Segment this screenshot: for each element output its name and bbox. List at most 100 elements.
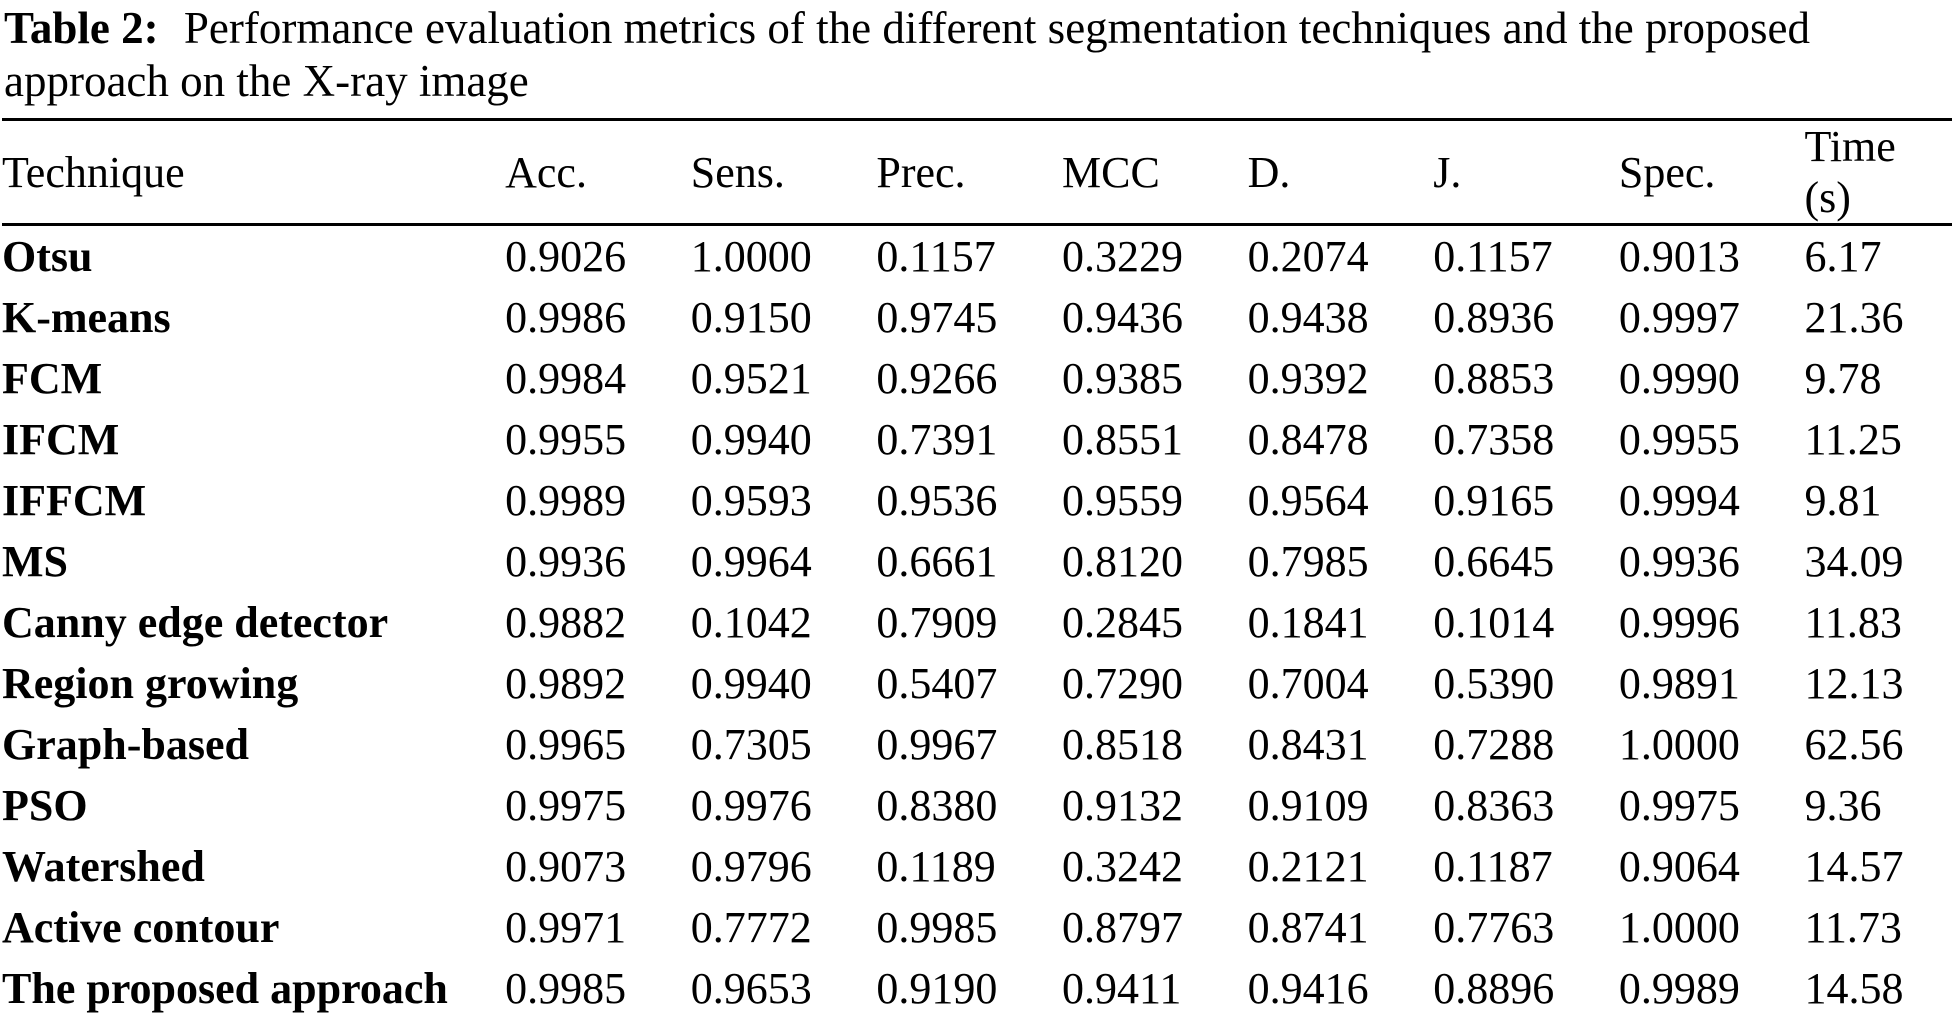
value-cell: 0.2845 — [1062, 598, 1183, 647]
value-cell: 0.9985 — [876, 903, 998, 952]
technique-cell: The proposed approach — [2, 964, 448, 1013]
value-cell: 0.9965 — [505, 720, 627, 769]
table-row: K-means 0.9986 0.9150 0.9745 0.9436 0.9438 0.8… — [2, 287, 1952, 348]
value-cell: 0.9955 — [1618, 415, 1740, 464]
value-cell: 0.9559 — [1062, 476, 1183, 525]
value-cell: 0.1189 — [876, 842, 996, 891]
technique-cell: Region growing — [2, 659, 299, 708]
technique-cell: IFCM — [2, 415, 120, 464]
value-cell: 0.9882 — [505, 598, 627, 647]
table-row: MS 0.9936 0.9964 0.6661 0.8120 0.7985 0.6645 0.… — [2, 531, 1952, 592]
value-cell: 14.58 — [1804, 964, 1904, 1013]
value-cell: 0.9984 — [505, 354, 627, 403]
value-cell: 0.7985 — [1247, 537, 1369, 586]
value-cell: 0.9436 — [1062, 293, 1183, 342]
table-caption-text: Performance evaluation metrics of the di… — [4, 3, 1810, 106]
value-cell: 0.9165 — [1433, 476, 1555, 525]
value-cell: 0.9985 — [505, 964, 627, 1013]
value-cell: 0.7358 — [1433, 415, 1555, 464]
value-cell: 6.17 — [1804, 232, 1882, 281]
value-cell: 0.9416 — [1247, 964, 1369, 1013]
value-cell: 0.7391 — [876, 415, 998, 464]
value-cell: 0.2121 — [1247, 842, 1369, 891]
value-cell: 0.9989 — [505, 476, 627, 525]
column-header-7: Spec. — [1618, 119, 1805, 226]
value-cell: 0.3229 — [1062, 232, 1183, 281]
value-cell: 0.9385 — [1062, 354, 1183, 403]
value-cell: 0.8363 — [1433, 781, 1555, 830]
value-cell: 0.8741 — [1247, 903, 1369, 952]
value-cell: 9.81 — [1804, 476, 1882, 525]
value-cell: 0.9989 — [1618, 964, 1740, 1013]
technique-cell: Watershed — [2, 842, 205, 891]
table-row: IFFCM 0.9989 0.9593 0.9536 0.9559 0.9564 0.916… — [2, 470, 1952, 531]
value-cell: 0.9150 — [690, 293, 812, 342]
value-cell: 14.57 — [1804, 842, 1904, 891]
value-cell: 0.7290 — [1062, 659, 1183, 708]
metrics-table: Technique Acc. Sens. Prec. MCC D. J. Spec. Time … — [2, 118, 1952, 1017]
value-cell: 9.36 — [1804, 781, 1882, 830]
value-cell: 0.9013 — [1618, 232, 1740, 281]
value-cell: 0.7305 — [690, 720, 812, 769]
value-cell: 0.9892 — [505, 659, 627, 708]
value-cell: 0.9026 — [505, 232, 627, 281]
value-cell: 0.9653 — [690, 964, 812, 1013]
value-cell: 11.73 — [1804, 903, 1902, 952]
value-cell: 21.36 — [1804, 293, 1904, 342]
column-header-3: Prec. — [876, 119, 1062, 226]
value-cell: 0.9986 — [505, 293, 627, 342]
value-cell: 0.9109 — [1247, 781, 1369, 830]
value-cell: 0.5390 — [1433, 659, 1555, 708]
technique-cell: Active contour — [2, 903, 280, 952]
value-cell: 0.9936 — [1618, 537, 1740, 586]
value-cell: 0.9266 — [876, 354, 998, 403]
value-cell: 0.9936 — [505, 537, 627, 586]
column-header-8: Time (s) — [1804, 119, 1952, 226]
value-cell: 0.9796 — [690, 842, 812, 891]
value-cell: 0.8896 — [1433, 964, 1555, 1013]
value-cell: 0.9564 — [1247, 476, 1369, 525]
table-row: Graph-based 0.9965 0.7305 0.9967 0.8518 0.843… — [2, 714, 1952, 775]
value-cell: 0.8853 — [1433, 354, 1555, 403]
table-row: Watershed 0.9073 0.9796 0.1189 0.3242 0.2121 0… — [2, 836, 1952, 897]
value-cell: 0.8551 — [1062, 415, 1183, 464]
value-cell: 0.9745 — [876, 293, 998, 342]
value-cell: 34.09 — [1804, 537, 1904, 586]
value-cell: 0.9997 — [1618, 293, 1740, 342]
technique-cell: K-means — [2, 293, 171, 342]
value-cell: 0.9967 — [876, 720, 998, 769]
value-cell: 0.8936 — [1433, 293, 1555, 342]
technique-cell: Canny edge detector — [2, 598, 389, 647]
value-cell: 0.9891 — [1618, 659, 1740, 708]
value-cell: 0.9411 — [1062, 964, 1182, 1013]
value-cell: 0.9521 — [690, 354, 812, 403]
value-cell: 0.9438 — [1247, 293, 1369, 342]
value-cell: 12.13 — [1804, 659, 1904, 708]
value-cell: 0.8518 — [1062, 720, 1183, 769]
value-cell: 0.8478 — [1247, 415, 1369, 464]
value-cell: 0.9940 — [690, 659, 812, 708]
header-row: Technique Acc. Sens. Prec. MCC D. J. Spec. Time … — [2, 119, 1952, 226]
technique-cell: Otsu — [2, 232, 93, 281]
column-header-4: MCC — [1062, 119, 1248, 226]
value-cell: 0.9073 — [505, 842, 627, 891]
value-cell: 0.9132 — [1062, 781, 1183, 830]
table-row: IFCM 0.9955 0.9940 0.7391 0.8551 0.8478 0.7358… — [2, 409, 1952, 470]
column-header-2: Sens. — [690, 119, 877, 226]
value-cell: 11.83 — [1804, 598, 1902, 647]
value-cell: 0.1841 — [1247, 598, 1369, 647]
value-cell: 0.7763 — [1433, 903, 1555, 952]
value-cell: 0.9940 — [690, 415, 812, 464]
table-caption-label: Table 2: — [4, 3, 159, 53]
column-header-5: D. — [1247, 119, 1434, 226]
table-row: Canny edge detector 0.9882 0.1042 0.7909 0.2… — [2, 592, 1952, 653]
value-cell: 0.9996 — [1618, 598, 1740, 647]
table-row: FCM 0.9984 0.9521 0.9266 0.9385 0.9392 0.8853 0… — [2, 348, 1952, 409]
value-cell: 1.0000 — [1618, 903, 1740, 952]
value-cell: 0.8797 — [1062, 903, 1183, 952]
value-cell: 0.9064 — [1618, 842, 1740, 891]
value-cell: 0.5407 — [876, 659, 998, 708]
value-cell: 0.6645 — [1433, 537, 1555, 586]
value-cell: 0.1042 — [690, 598, 812, 647]
value-cell: 11.25 — [1804, 415, 1902, 464]
